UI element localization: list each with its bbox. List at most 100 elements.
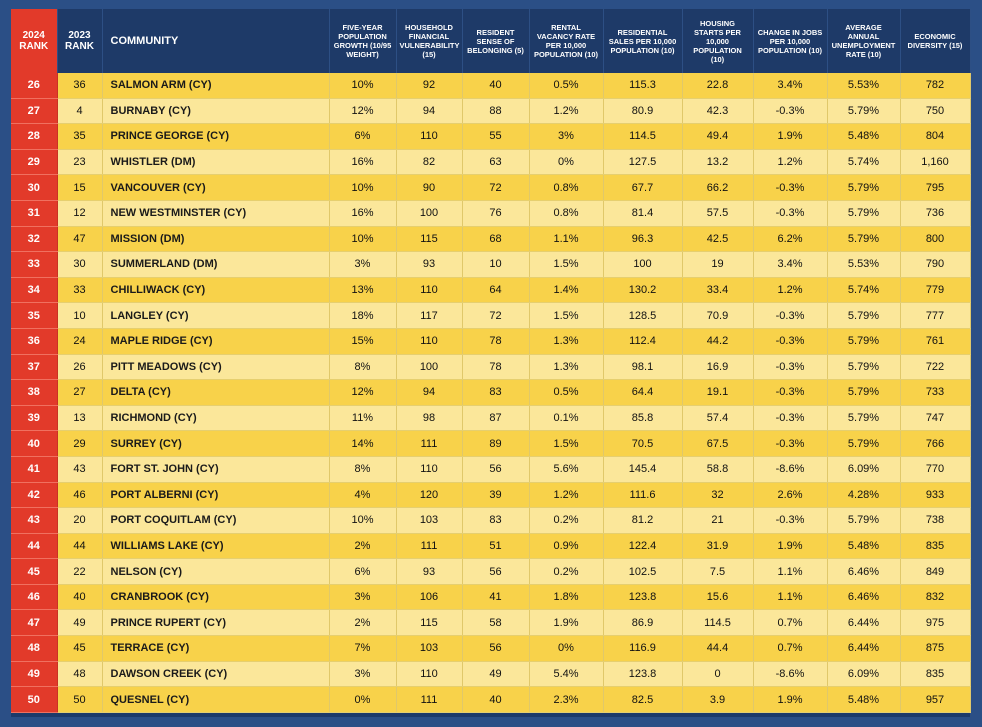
cell-rank-2024: 38 [11, 379, 58, 406]
cell-rank-2023: 40 [57, 584, 103, 611]
cell-financial-vulnerability: 92 [396, 73, 463, 99]
cell-financial-vulnerability: 82 [396, 149, 463, 176]
cell-population-growth: 10% [329, 507, 397, 534]
cell-change-in-jobs: -0.3% [753, 430, 828, 457]
cell-rank-2024: 44 [11, 533, 58, 560]
cell-economic-diversity: 835 [900, 533, 971, 560]
cell-rental-vacancy: 0.9% [529, 533, 604, 560]
cell-residential-sales: 115.3 [603, 73, 683, 99]
cell-rank-2024: 49 [11, 661, 58, 688]
cell-financial-vulnerability: 93 [396, 558, 463, 585]
cell-unemployment-rate: 5.53% [827, 251, 901, 278]
cell-community: MISSION (DM) [102, 226, 330, 253]
cell-sense-of-belonging: 56 [462, 635, 530, 662]
rankings-table: 2024 RANK 2023 RANK COMMUNITY FIVE-YEAR … [11, 9, 971, 713]
cell-sense-of-belonging: 40 [462, 73, 530, 99]
cell-population-growth: 15% [329, 328, 397, 355]
cell-sense-of-belonging: 72 [462, 174, 530, 201]
cell-rank-2024: 42 [11, 482, 58, 509]
cell-rank-2024: 27 [11, 98, 58, 125]
cell-community: DAWSON CREEK (CY) [102, 661, 330, 688]
cell-change-in-jobs: -0.3% [753, 405, 828, 432]
cell-community: PITT MEADOWS (CY) [102, 354, 330, 381]
cell-rank-2024: 34 [11, 277, 58, 304]
table-row: 50 50 QUESNEL (CY) 0% 111 40 2.3% 82.5 3.9 1.9% 5.… [11, 686, 971, 713]
cell-residential-sales: 81.4 [603, 200, 683, 227]
cell-rental-vacancy: 1.1% [529, 226, 604, 253]
cell-rental-vacancy: 0.1% [529, 405, 604, 432]
cell-change-in-jobs: 1.2% [753, 149, 828, 176]
header-2024-rank: 2024 RANK [11, 9, 58, 73]
cell-unemployment-rate: 5.79% [827, 302, 901, 329]
cell-rank-2023: 20 [57, 507, 103, 534]
cell-community: TERRACE (CY) [102, 635, 330, 662]
cell-rank-2023: 29 [57, 430, 103, 457]
cell-economic-diversity: 849 [900, 558, 971, 585]
cell-residential-sales: 64.4 [603, 379, 683, 406]
cell-community: NELSON (CY) [102, 558, 330, 585]
cell-financial-vulnerability: 100 [396, 200, 463, 227]
cell-rank-2024: 28 [11, 123, 58, 150]
cell-rank-2024: 30 [11, 174, 58, 201]
cell-housing-starts: 22.8 [682, 73, 754, 99]
cell-economic-diversity: 770 [900, 456, 971, 483]
cell-community: QUESNEL (CY) [102, 686, 330, 713]
cell-financial-vulnerability: 90 [396, 174, 463, 201]
cell-financial-vulnerability: 103 [396, 635, 463, 662]
cell-population-growth: 8% [329, 354, 397, 381]
cell-economic-diversity: 747 [900, 405, 971, 432]
cell-financial-vulnerability: 98 [396, 405, 463, 432]
header-sense-of-belonging: RESIDENT SENSE OF BELONGING (5) [462, 9, 530, 73]
cell-population-growth: 6% [329, 558, 397, 585]
cell-housing-starts: 31.9 [682, 533, 754, 560]
cell-rental-vacancy: 0.2% [529, 558, 604, 585]
cell-sense-of-belonging: 63 [462, 149, 530, 176]
cell-population-growth: 0% [329, 686, 397, 713]
table-row: 34 33 CHILLIWACK (CY) 13% 110 64 1.4% 130.2 33.4… [11, 277, 971, 304]
table-row: 40 29 SURREY (CY) 14% 111 89 1.5% 70.5 67.5 -0.3%… [11, 430, 971, 457]
cell-economic-diversity: 795 [900, 174, 971, 201]
cell-unemployment-rate: 5.48% [827, 123, 901, 150]
cell-population-growth: 10% [329, 174, 397, 201]
cell-change-in-jobs: 2.6% [753, 482, 828, 509]
cell-financial-vulnerability: 111 [396, 533, 463, 560]
table-row: 48 45 TERRACE (CY) 7% 103 56 0% 116.9 44.4 0.7% 6.… [11, 635, 971, 662]
cell-sense-of-belonging: 49 [462, 661, 530, 688]
cell-rental-vacancy: 0.5% [529, 73, 604, 99]
header-community: COMMUNITY [102, 9, 330, 73]
cell-unemployment-rate: 5.79% [827, 200, 901, 227]
cell-community: LANGLEY (CY) [102, 302, 330, 329]
cell-rank-2023: 47 [57, 226, 103, 253]
cell-rental-vacancy: 3% [529, 123, 604, 150]
header-financial-vulnerability: HOUSEHOLD FINANCIAL VULNERABILITY (15) [396, 9, 463, 73]
cell-housing-starts: 33.4 [682, 277, 754, 304]
cell-housing-starts: 67.5 [682, 430, 754, 457]
cell-financial-vulnerability: 106 [396, 584, 463, 611]
cell-financial-vulnerability: 110 [396, 277, 463, 304]
cell-community: WILLIAMS LAKE (CY) [102, 533, 330, 560]
cell-unemployment-rate: 4.28% [827, 482, 901, 509]
cell-economic-diversity: 800 [900, 226, 971, 253]
cell-community: CHILLIWACK (CY) [102, 277, 330, 304]
cell-rank-2024: 45 [11, 558, 58, 585]
cell-community: PORT ALBERNI (CY) [102, 482, 330, 509]
cell-rank-2023: 22 [57, 558, 103, 585]
cell-sense-of-belonging: 83 [462, 507, 530, 534]
cell-economic-diversity: 835 [900, 661, 971, 688]
cell-population-growth: 6% [329, 123, 397, 150]
cell-housing-starts: 42.3 [682, 98, 754, 125]
cell-housing-starts: 70.9 [682, 302, 754, 329]
cell-housing-starts: 44.4 [682, 635, 754, 662]
cell-rank-2023: 10 [57, 302, 103, 329]
cell-residential-sales: 86.9 [603, 609, 683, 637]
cell-residential-sales: 111.6 [603, 482, 683, 509]
header-rental-vacancy: RENTAL VACANCY RATE PER 10,000 POPULATIO… [529, 9, 604, 73]
cell-rental-vacancy: 1.5% [529, 302, 604, 329]
table-row: 46 40 CRANBROOK (CY) 3% 106 41 1.8% 123.8 15.6 1.… [11, 584, 971, 611]
cell-rank-2024: 46 [11, 584, 58, 611]
cell-economic-diversity: 933 [900, 482, 971, 509]
cell-rank-2023: 45 [57, 635, 103, 662]
cell-housing-starts: 57.4 [682, 405, 754, 432]
cell-change-in-jobs: 1.9% [753, 123, 828, 150]
cell-unemployment-rate: 5.53% [827, 73, 901, 99]
